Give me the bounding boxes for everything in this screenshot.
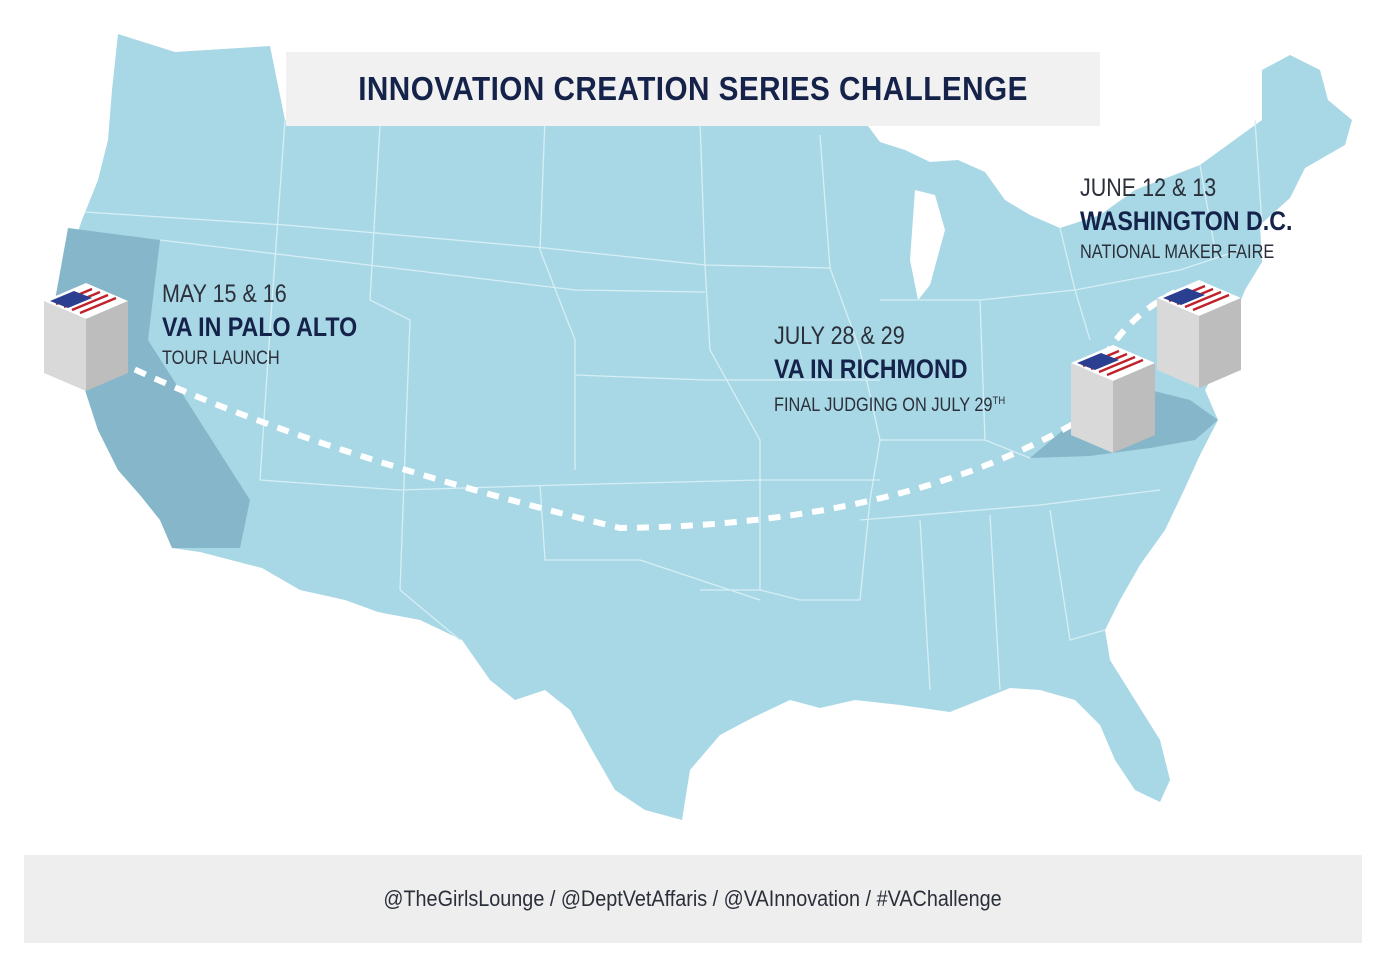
page-title: INNOVATION CREATION SERIES CHALLENGE [358, 70, 1028, 107]
event-washington: JUNE 12 & 13 WASHINGTON D.C. NATIONAL MA… [1080, 172, 1327, 268]
flag-box-icon [42, 281, 130, 393]
title-banner: INNOVATION CREATION SERIES CHALLENGE [286, 52, 1100, 126]
event-note-suffix: TH [992, 395, 1006, 407]
state-borders [84, 117, 1263, 691]
event-date: MAY 15 & 16 [162, 280, 287, 308]
event-note: NATIONAL MAKER FAIRE [1080, 242, 1275, 263]
footer-banner: @TheGirlsLounge / @DeptVetAffaris / @VAI… [24, 855, 1362, 943]
event-place: VA IN PALO ALTO [162, 312, 358, 342]
event-palo-alto: MAY 15 & 16 VA IN PALO ALTO TOUR LAUNCH [162, 278, 389, 374]
event-date: JULY 28 & 29 [774, 322, 905, 350]
flag-box-icon [1155, 278, 1243, 390]
us-landmass [55, 34, 1352, 820]
event-note: FINAL JUDGING ON JULY 29TH [774, 386, 1005, 421]
event-date: JUNE 12 & 13 [1080, 174, 1217, 202]
event-place: WASHINGTON D.C. [1080, 206, 1293, 236]
event-note: TOUR LAUNCH [162, 348, 280, 369]
footer-handles: @TheGirlsLounge / @DeptVetAffaris / @VAI… [383, 886, 1003, 911]
event-note-text: FINAL JUDGING ON JULY 29 [774, 395, 993, 416]
event-richmond: JULY 28 & 29 VA IN RICHMOND FINAL JUDGIN… [774, 320, 1043, 421]
lake-michigan [910, 190, 945, 300]
event-place: VA IN RICHMOND [774, 354, 968, 384]
flag-box-icon [1069, 343, 1157, 455]
